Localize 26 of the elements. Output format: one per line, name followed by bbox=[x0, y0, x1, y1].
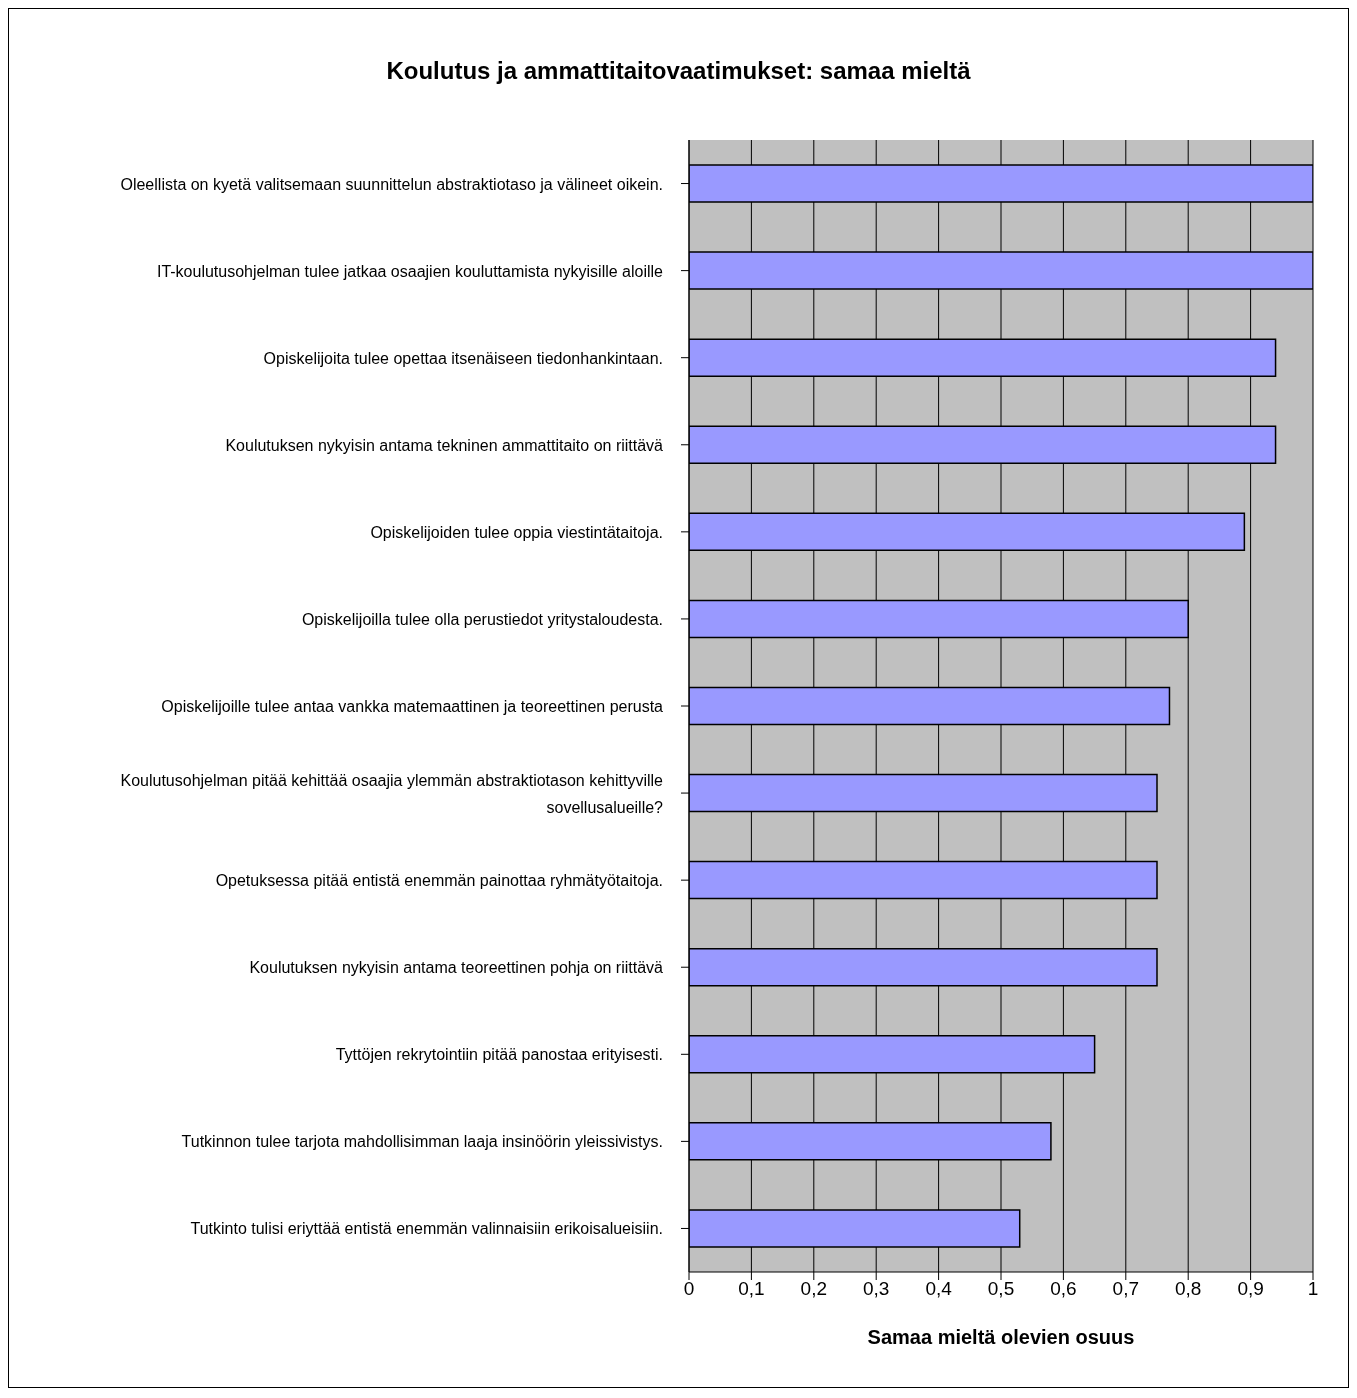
y-tick-label: Tutkinnon tulee tarjota mahdollisimman laaja insinöörin yleissivistys. bbox=[181, 1132, 663, 1150]
x-tick-label: 0,6 bbox=[1050, 1278, 1077, 1300]
x-tick-label: 0,5 bbox=[987, 1278, 1015, 1300]
x-tick-label: 0 bbox=[683, 1278, 695, 1300]
y-tick-label: Koulutuksen nykyisin antama teoreettinen pohja on riittävä bbox=[249, 958, 664, 976]
y-tick-label: Opiskelijoita tulee opettaa itsenäiseen tiedonhankintaan. bbox=[263, 349, 663, 367]
y-tick-label: Opiskelijoille tulee antaa vankka matemaattinen ja teoreettinen perusta bbox=[161, 697, 664, 715]
y-tick-label: Opetuksessa pitää entistä enemmän painottaa ryhmätyötaitoja. bbox=[215, 871, 663, 889]
y-tick-label: Oleellista on kyetä valitsemaan suunnittelun abstraktiotaso ja välineet oikein. bbox=[120, 175, 663, 193]
x-tick-label: 0,7 bbox=[1112, 1278, 1140, 1300]
x-tick-label: 0,3 bbox=[862, 1278, 890, 1300]
x-tick-label: 0,9 bbox=[1237, 1278, 1264, 1300]
y-tick-label: Tutkinto tulisi eriyttää entistä enemmän valinnaisiin erikoisalueisiin. bbox=[190, 1219, 663, 1237]
x-tick-label: 0,1 bbox=[738, 1278, 765, 1300]
x-tick-label: 0,2 bbox=[800, 1278, 828, 1300]
y-tick-label: Opiskelijoilla tulee olla perustiedot yritystaloudesta. bbox=[301, 610, 663, 628]
x-tick-label: 1 bbox=[1307, 1278, 1319, 1300]
x-tick-label: 0,4 bbox=[925, 1278, 953, 1300]
y-tick-label: Tyttöjen rekrytointiin pitää panostaa erityisesti. bbox=[335, 1045, 663, 1063]
chart-title: Koulutus ja ammattitaitovaatimukset: samaa mieltä bbox=[385, 57, 972, 85]
y-tick-label: Koulutuksen nykyisin antama tekninen ammattitaito on riittävä bbox=[225, 436, 664, 454]
x-axis-title: Samaa mieltä olevien osuus bbox=[867, 1326, 1135, 1348]
y-tick-label: Koulutusohjelman pitää kehittää osaajia ylemmän abstraktiotason kehittyville sovellusalueille? bbox=[120, 771, 664, 816]
y-tick-label: Opiskelijoiden tulee oppia viestintätaitoja. bbox=[370, 523, 663, 541]
y-tick-label: IT-koulutusohjelman tulee jatkaa osaajien kouluttamista nykyisille aloille bbox=[156, 262, 664, 280]
x-tick-label: 0,8 bbox=[1174, 1278, 1202, 1300]
